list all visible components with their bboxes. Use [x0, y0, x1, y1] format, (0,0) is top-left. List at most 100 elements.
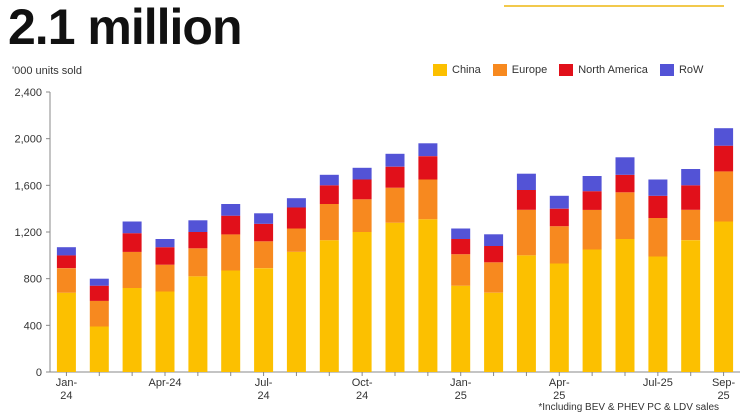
- bar-segment-row: [648, 179, 668, 196]
- bar-segment-north-america: [188, 232, 208, 249]
- bar-segment-row: [254, 213, 274, 224]
- legend-swatch-row: [659, 64, 674, 76]
- bar-segment-row: [155, 239, 175, 248]
- bar-segment-china: [714, 221, 734, 372]
- bar-segment-china: [319, 240, 339, 372]
- y-tick-label: 800: [24, 274, 42, 286]
- bar-segment-north-america: [319, 185, 339, 204]
- bar-segment-europe: [319, 204, 339, 241]
- y-tick-label: 400: [24, 320, 42, 332]
- bar-segment-china: [352, 232, 372, 372]
- legend-label-row: RoW: [678, 64, 704, 76]
- bar-segment-europe: [286, 228, 306, 252]
- y-axis-label: '000 units sold: [12, 65, 82, 77]
- bar-segment-row: [221, 204, 241, 216]
- x-tick-label: Jul-24: [255, 377, 273, 402]
- bar-segment-china: [89, 326, 109, 372]
- bar-segment-europe: [89, 300, 109, 327]
- bar-segment-north-america: [89, 285, 109, 301]
- x-tick-label: Jan-24: [56, 377, 78, 402]
- bar-segment-north-america: [352, 179, 372, 200]
- y-tick-label: 0: [36, 367, 42, 379]
- bar-segment-europe: [648, 218, 668, 257]
- bar-segment-china: [549, 263, 569, 372]
- x-tick-label: Jul-25: [643, 377, 673, 389]
- legend-item-china: China: [433, 64, 481, 76]
- bar-segment-china: [451, 285, 471, 372]
- y-tick-label: 1,600: [14, 180, 42, 192]
- y-tick-label: 2,000: [14, 134, 42, 146]
- bar-segment-row: [385, 153, 405, 167]
- bar-segment-china: [221, 270, 241, 372]
- x-tick-label: Jan-25: [450, 377, 472, 402]
- bar-segment-row: [681, 169, 701, 186]
- legend-swatch-europe: [492, 64, 507, 76]
- bar-segment-europe: [516, 209, 536, 256]
- bar-segment-row: [286, 198, 306, 208]
- y-tick-label: 1,200: [14, 227, 42, 239]
- bar-segment-europe: [385, 187, 405, 223]
- bar-segment-china: [155, 291, 175, 372]
- bar-segment-europe: [681, 209, 701, 241]
- bar-segment-europe: [254, 241, 274, 269]
- bar-segment-europe: [549, 226, 569, 264]
- bar-segment-europe: [56, 268, 76, 293]
- bar-segment-north-america: [385, 166, 405, 188]
- bar-segment-china: [648, 256, 668, 372]
- bar-segment-europe: [714, 171, 734, 222]
- bar-segment-north-america: [516, 190, 536, 210]
- bar-segment-europe: [451, 254, 471, 286]
- bar-segment-row: [89, 278, 109, 286]
- bar-segment-north-america: [418, 156, 438, 180]
- bar-segment-north-america: [221, 215, 241, 235]
- bar-segment-north-america: [254, 223, 274, 242]
- bar-segment-china: [418, 219, 438, 372]
- page-title: 2.1 million: [8, 0, 243, 55]
- x-tick-label: Oct-24: [352, 377, 373, 402]
- bar-segment-china: [286, 251, 306, 372]
- bar-segment-china: [615, 239, 635, 372]
- bar-segment-row: [549, 195, 569, 209]
- bar-segment-china: [582, 249, 602, 372]
- bar-segment-china: [122, 288, 142, 372]
- bar-segment-china: [484, 292, 504, 372]
- bar-segment-row: [516, 173, 536, 190]
- bar-segment-europe: [122, 251, 142, 288]
- bar-segment-north-america: [582, 191, 602, 210]
- bar-segment-europe: [188, 248, 208, 277]
- bar-segment-north-america: [714, 145, 734, 172]
- bar-segment-europe: [582, 209, 602, 250]
- footnote: *Including BEV & PHEV PC & LDV sales: [538, 402, 719, 413]
- bar-segment-china: [385, 222, 405, 372]
- legend-label-europe: Europe: [511, 64, 548, 76]
- chart-legend: China Europe North America RoW: [433, 64, 703, 76]
- bar-segment-north-america: [56, 255, 76, 269]
- legend-item-north-america: North America: [559, 64, 648, 76]
- bar-segment-row: [484, 234, 504, 246]
- bar-segment-north-america: [484, 246, 504, 263]
- x-tick-label: Sep-25: [712, 377, 736, 402]
- bar-segment-china: [516, 255, 536, 372]
- legend-item-europe: Europe: [492, 64, 548, 76]
- bar-segment-europe: [615, 192, 635, 239]
- bar-segment-europe: [221, 234, 241, 271]
- bar-segment-row: [714, 128, 734, 146]
- bar-segment-row: [418, 143, 438, 157]
- bar-segment-north-america: [648, 195, 668, 218]
- bar-segment-row: [352, 167, 372, 180]
- bar-segment-europe: [484, 262, 504, 293]
- legend-label-north-america: North America: [578, 64, 648, 76]
- legend-item-row: RoW: [659, 64, 704, 76]
- bar-segment-europe: [352, 199, 372, 232]
- bar-segment-north-america: [286, 207, 306, 229]
- bar-segment-north-america: [155, 247, 175, 265]
- bar-segment-north-america: [615, 174, 635, 193]
- bar-segment-row: [319, 174, 339, 186]
- x-tick-label: Apr-24: [148, 377, 181, 389]
- bar-segment-north-america: [681, 185, 701, 210]
- y-tick-label: 2,400: [14, 87, 42, 99]
- bar-segment-north-america: [122, 233, 142, 252]
- bar-segment-row: [451, 228, 471, 239]
- legend-swatch-china: [433, 64, 447, 76]
